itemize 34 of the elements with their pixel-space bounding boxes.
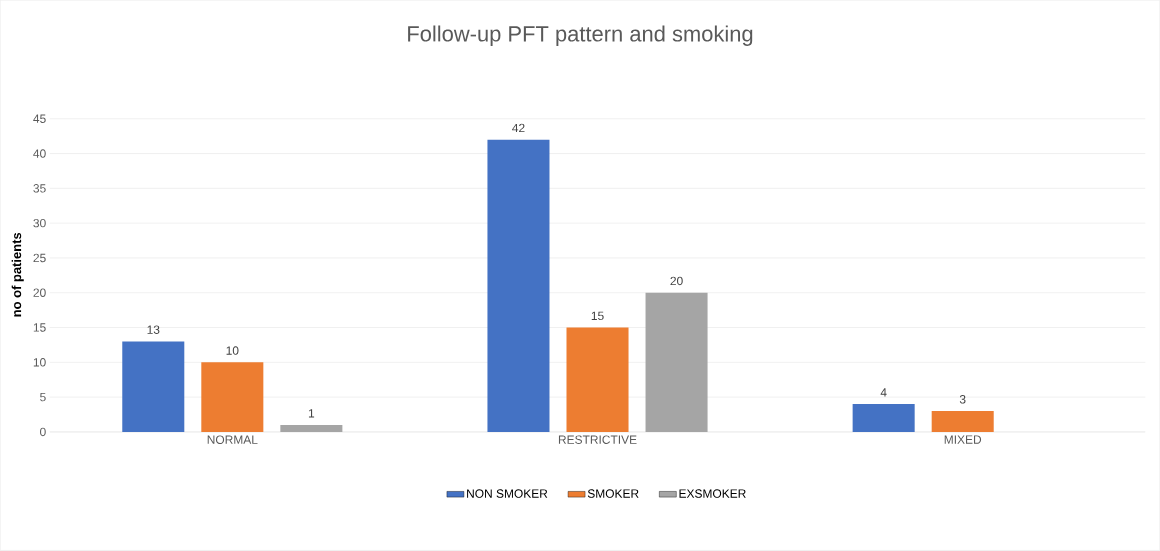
data-label: 42: [512, 123, 525, 133]
y-tick-label: 40: [33, 149, 46, 158]
y-tick-label: 30: [33, 219, 46, 228]
y-tick-label: 0: [40, 427, 46, 437]
y-axis-title: no of patients: [11, 233, 24, 317]
y-tick-label: 25: [33, 253, 46, 263]
y-tick-label: 10: [33, 358, 46, 367]
bar: [487, 139, 550, 433]
y-tick-label: 45: [33, 114, 46, 124]
chart-title: Follow-up PFT pattern and smoking: [408, 25, 753, 47]
y-tick-label: 5: [40, 393, 46, 402]
y-tick-label: 35: [33, 184, 46, 193]
bar: [280, 425, 343, 433]
legend-label: EXSMOKER: [679, 489, 746, 498]
bar: [566, 327, 629, 433]
bar: [931, 411, 994, 433]
x-tick-label: MIXED: [944, 435, 982, 444]
legend-label: SMOKER: [587, 489, 639, 498]
bar: [122, 341, 185, 433]
bar: [201, 362, 264, 433]
y-tick-label: 15: [33, 323, 46, 332]
x-tick-label: RESTRICTIVE: [558, 435, 637, 445]
data-label: 3: [959, 395, 966, 404]
legend-label: NON SMOKER: [467, 489, 548, 498]
x-tick-label: NORMAL: [207, 435, 258, 445]
data-label: 1: [308, 409, 315, 418]
data-label: 10: [226, 346, 239, 355]
data-label: 4: [880, 388, 887, 397]
y-tick-label: 20: [33, 288, 46, 298]
data-label: 15: [591, 311, 604, 321]
data-label: 13: [147, 325, 160, 335]
data-label: 20: [670, 276, 683, 286]
bar: [645, 292, 708, 433]
bar: [852, 404, 915, 433]
